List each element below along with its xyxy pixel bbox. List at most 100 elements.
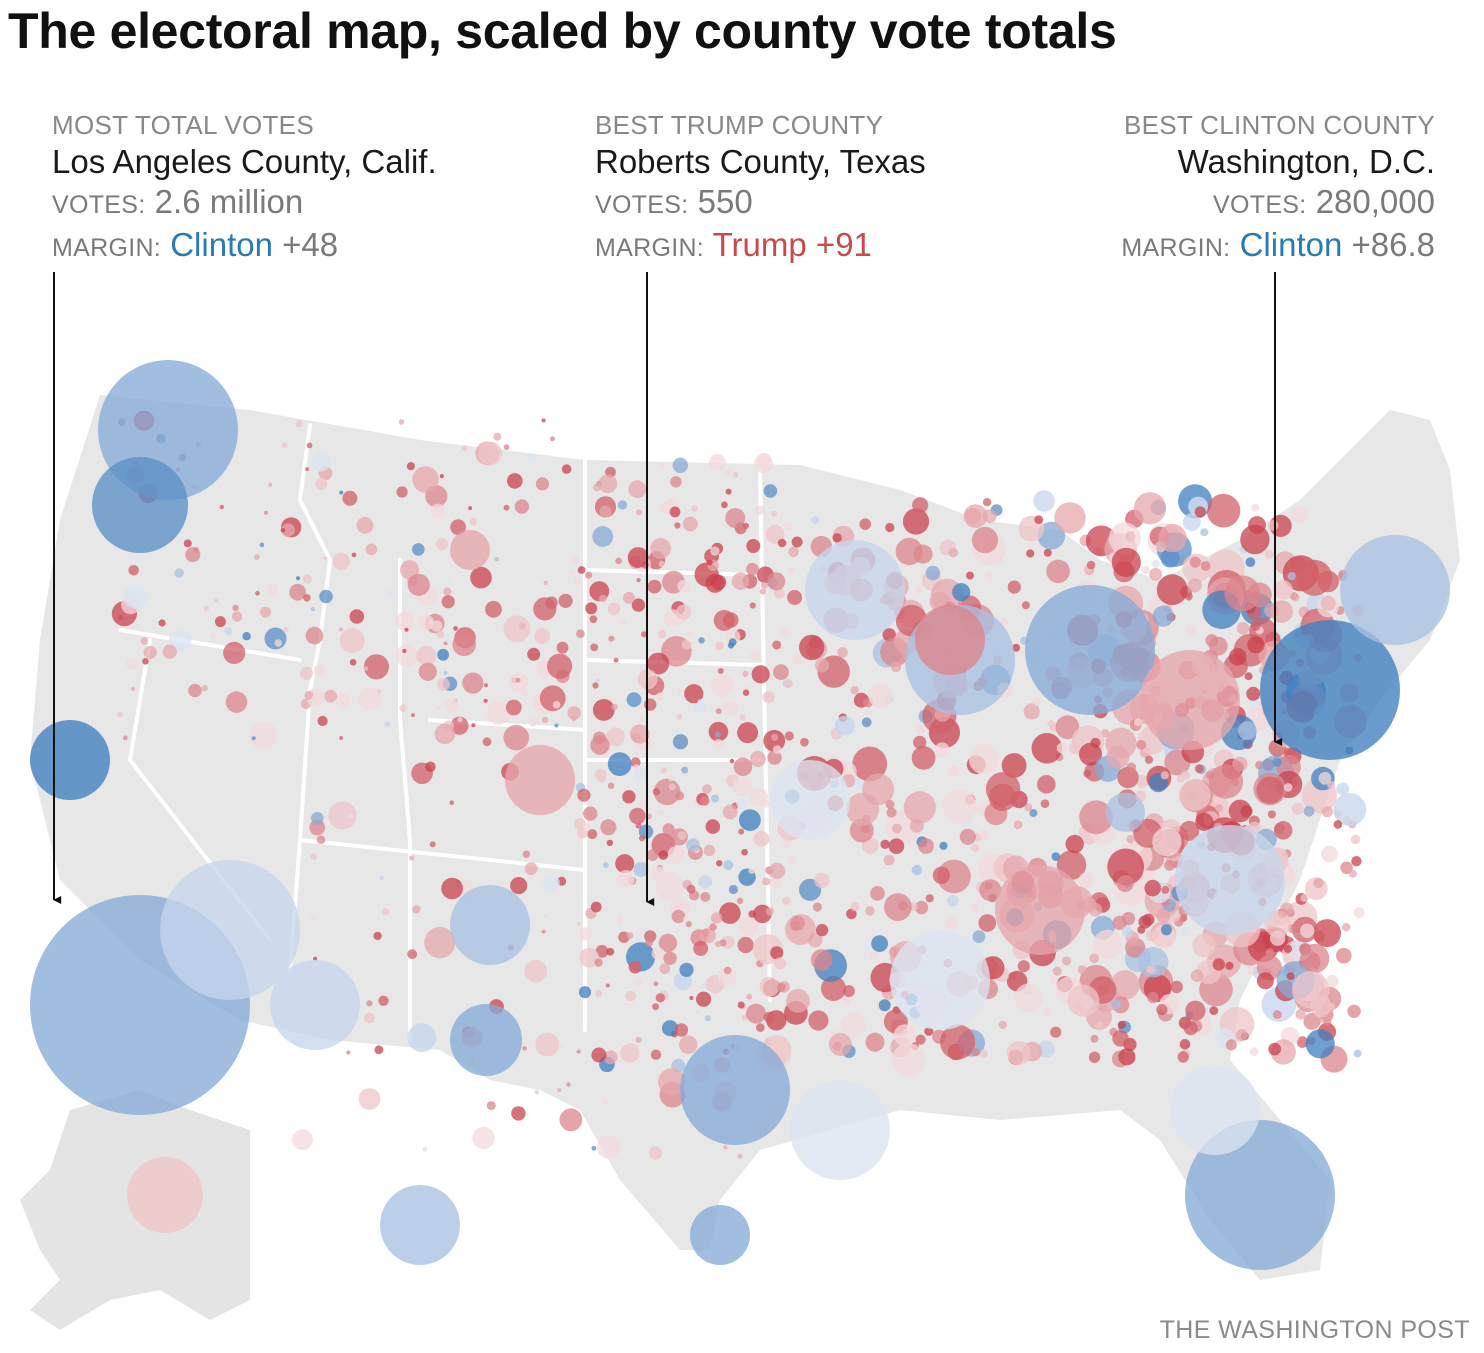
county-bubble: [1200, 528, 1209, 537]
county-bubble: [1179, 926, 1190, 936]
county-bubble: [710, 674, 734, 697]
county-bubble: [378, 995, 389, 1006]
county-bubble: [811, 516, 820, 525]
county-bubble: [404, 627, 409, 632]
county-bubble: [534, 1090, 539, 1095]
county-bubble: [737, 1001, 745, 1009]
county-bubble: [999, 617, 1009, 626]
county-bubble: [1017, 960, 1030, 973]
county-bubble: [979, 1049, 988, 1058]
county-bubble: [686, 838, 700, 853]
county-bubble: [376, 689, 382, 694]
county-bubble: [1256, 972, 1274, 990]
county-bubble: [274, 639, 283, 647]
county-bubble: [1047, 720, 1056, 729]
county-bubble: [444, 697, 459, 712]
county-bubble: [450, 530, 490, 570]
county-bubble: [400, 560, 419, 580]
county-bubble: [971, 844, 979, 853]
county-bubble: [1336, 782, 1350, 796]
county-bubble: [249, 721, 278, 750]
county-bubble: [878, 999, 891, 1012]
county-bubble: [1105, 727, 1137, 759]
county-bubble: [1300, 923, 1315, 938]
county-bubble: [617, 870, 635, 888]
county-bubble: [677, 831, 687, 841]
county-bubble: [662, 823, 675, 836]
county-bubble: [1031, 733, 1063, 764]
county-bubble: [658, 630, 667, 639]
county-bubble: [310, 853, 317, 860]
county-bubble: [655, 692, 665, 701]
county-bubble: [767, 572, 786, 591]
county-bubble: [650, 1049, 662, 1060]
county-bubble: [628, 960, 642, 974]
county-bubble: [305, 626, 324, 645]
county-bubble: [569, 569, 575, 576]
county-bubble: [885, 522, 895, 533]
county-bubble: [577, 566, 586, 574]
county-bubble: [1160, 548, 1180, 568]
county-bubble: [800, 737, 809, 747]
county-bubble: [259, 542, 265, 548]
county-bubble: [578, 986, 592, 999]
county-bubble: [1158, 523, 1187, 553]
county-bubble: [524, 862, 538, 875]
county-bubble: [591, 1047, 607, 1063]
county-bubble: [311, 607, 316, 612]
county-bubble: [605, 983, 610, 988]
county-bubble: [1240, 805, 1253, 818]
county-bubble: [270, 960, 360, 1050]
county-bubble: [1265, 948, 1274, 957]
county-bubble: [1272, 1010, 1282, 1020]
votes-key: VOTES:: [52, 191, 146, 219]
county-bubble: [892, 823, 902, 834]
county-bubble: [486, 1101, 496, 1111]
callout-label: MOST TOTAL VOTES: [52, 110, 314, 140]
county-bubble: [1175, 825, 1285, 935]
county-bubble: [1342, 923, 1351, 932]
county-bubble: [704, 1015, 711, 1022]
county-bubble: [450, 519, 466, 536]
county-bubble: [1300, 943, 1330, 974]
county-bubble: [522, 850, 531, 858]
county-bubble: [1052, 966, 1062, 976]
county-bubble: [1235, 1029, 1248, 1042]
county-bubble: [453, 626, 458, 631]
county-bubble: [746, 993, 753, 1000]
county-bubble: [576, 921, 582, 926]
county-bubble: [1182, 553, 1212, 583]
county-bubble: [373, 931, 382, 941]
county-bubble: [306, 442, 313, 449]
county-bubble: [324, 689, 337, 703]
county-bubble: [828, 1033, 852, 1056]
county-bubble: [1192, 933, 1216, 958]
county-bubble: [1021, 601, 1030, 610]
county-bubble: [915, 585, 924, 594]
county-bubble: [852, 746, 888, 782]
county-bubble: [511, 1106, 526, 1121]
county-bubble: [617, 917, 624, 923]
county-bubble: [1138, 947, 1169, 978]
county-bubble: [647, 652, 670, 675]
county-bubble: [486, 701, 511, 725]
county-bubble: [436, 538, 449, 551]
county-bubble: [611, 703, 618, 711]
county-bubble: [1067, 984, 1100, 1017]
county-bubble: [188, 683, 202, 698]
county-bubble: [168, 628, 192, 652]
county-bubble: [762, 877, 771, 886]
county-bubble: [1023, 703, 1040, 720]
county-bubble: [607, 752, 632, 776]
county-bubble: [541, 716, 549, 723]
county-bubble: [1149, 567, 1162, 581]
county-bubble: [1256, 776, 1284, 804]
county-bubble: [1212, 958, 1226, 971]
county-bubble: [407, 949, 418, 960]
county-bubble: [1078, 872, 1094, 888]
county-bubble: [577, 827, 588, 839]
county-bubble: [890, 661, 902, 673]
county-bubble: [636, 578, 641, 583]
county-bubble: [405, 659, 410, 664]
county-bubble: [313, 956, 318, 961]
